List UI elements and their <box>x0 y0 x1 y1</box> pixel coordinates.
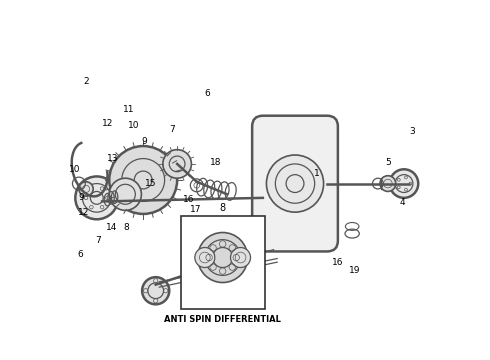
Circle shape <box>109 146 177 214</box>
Text: 1: 1 <box>314 169 319 178</box>
Text: 11: 11 <box>123 105 135 114</box>
Text: 4: 4 <box>399 198 405 207</box>
Text: 2: 2 <box>83 77 89 86</box>
Text: 9: 9 <box>78 193 84 202</box>
Circle shape <box>197 233 247 283</box>
Text: 10: 10 <box>69 166 80 175</box>
Text: 15: 15 <box>145 179 156 188</box>
Circle shape <box>230 248 250 267</box>
Text: 10: 10 <box>128 121 139 130</box>
Circle shape <box>75 176 118 219</box>
Circle shape <box>195 248 215 267</box>
Text: 18: 18 <box>210 158 221 167</box>
Text: 16: 16 <box>332 258 343 267</box>
Text: 13: 13 <box>107 154 119 163</box>
FancyBboxPatch shape <box>252 116 338 251</box>
Text: 5: 5 <box>385 158 391 167</box>
Text: 16: 16 <box>183 195 195 204</box>
Text: 7: 7 <box>169 126 174 135</box>
Text: 3: 3 <box>409 127 415 136</box>
Text: 19: 19 <box>349 266 361 275</box>
Text: 6: 6 <box>205 89 210 98</box>
Circle shape <box>390 169 418 198</box>
Text: 8: 8 <box>220 203 226 213</box>
Text: 9: 9 <box>142 137 147 146</box>
Circle shape <box>380 176 396 192</box>
Text: 6: 6 <box>77 250 83 259</box>
Text: 7: 7 <box>95 236 101 245</box>
Circle shape <box>267 155 323 212</box>
Text: 12: 12 <box>78 208 89 217</box>
Text: 17: 17 <box>190 205 201 214</box>
Bar <box>181 216 265 309</box>
Text: 12: 12 <box>102 119 113 128</box>
Text: ANTI SPIN DIFFERENTIAL: ANTI SPIN DIFFERENTIAL <box>164 315 281 324</box>
Circle shape <box>142 277 169 304</box>
Circle shape <box>109 178 142 210</box>
Text: 8: 8 <box>123 222 129 231</box>
Circle shape <box>79 182 93 196</box>
Text: 14: 14 <box>106 222 118 231</box>
Circle shape <box>163 150 192 178</box>
